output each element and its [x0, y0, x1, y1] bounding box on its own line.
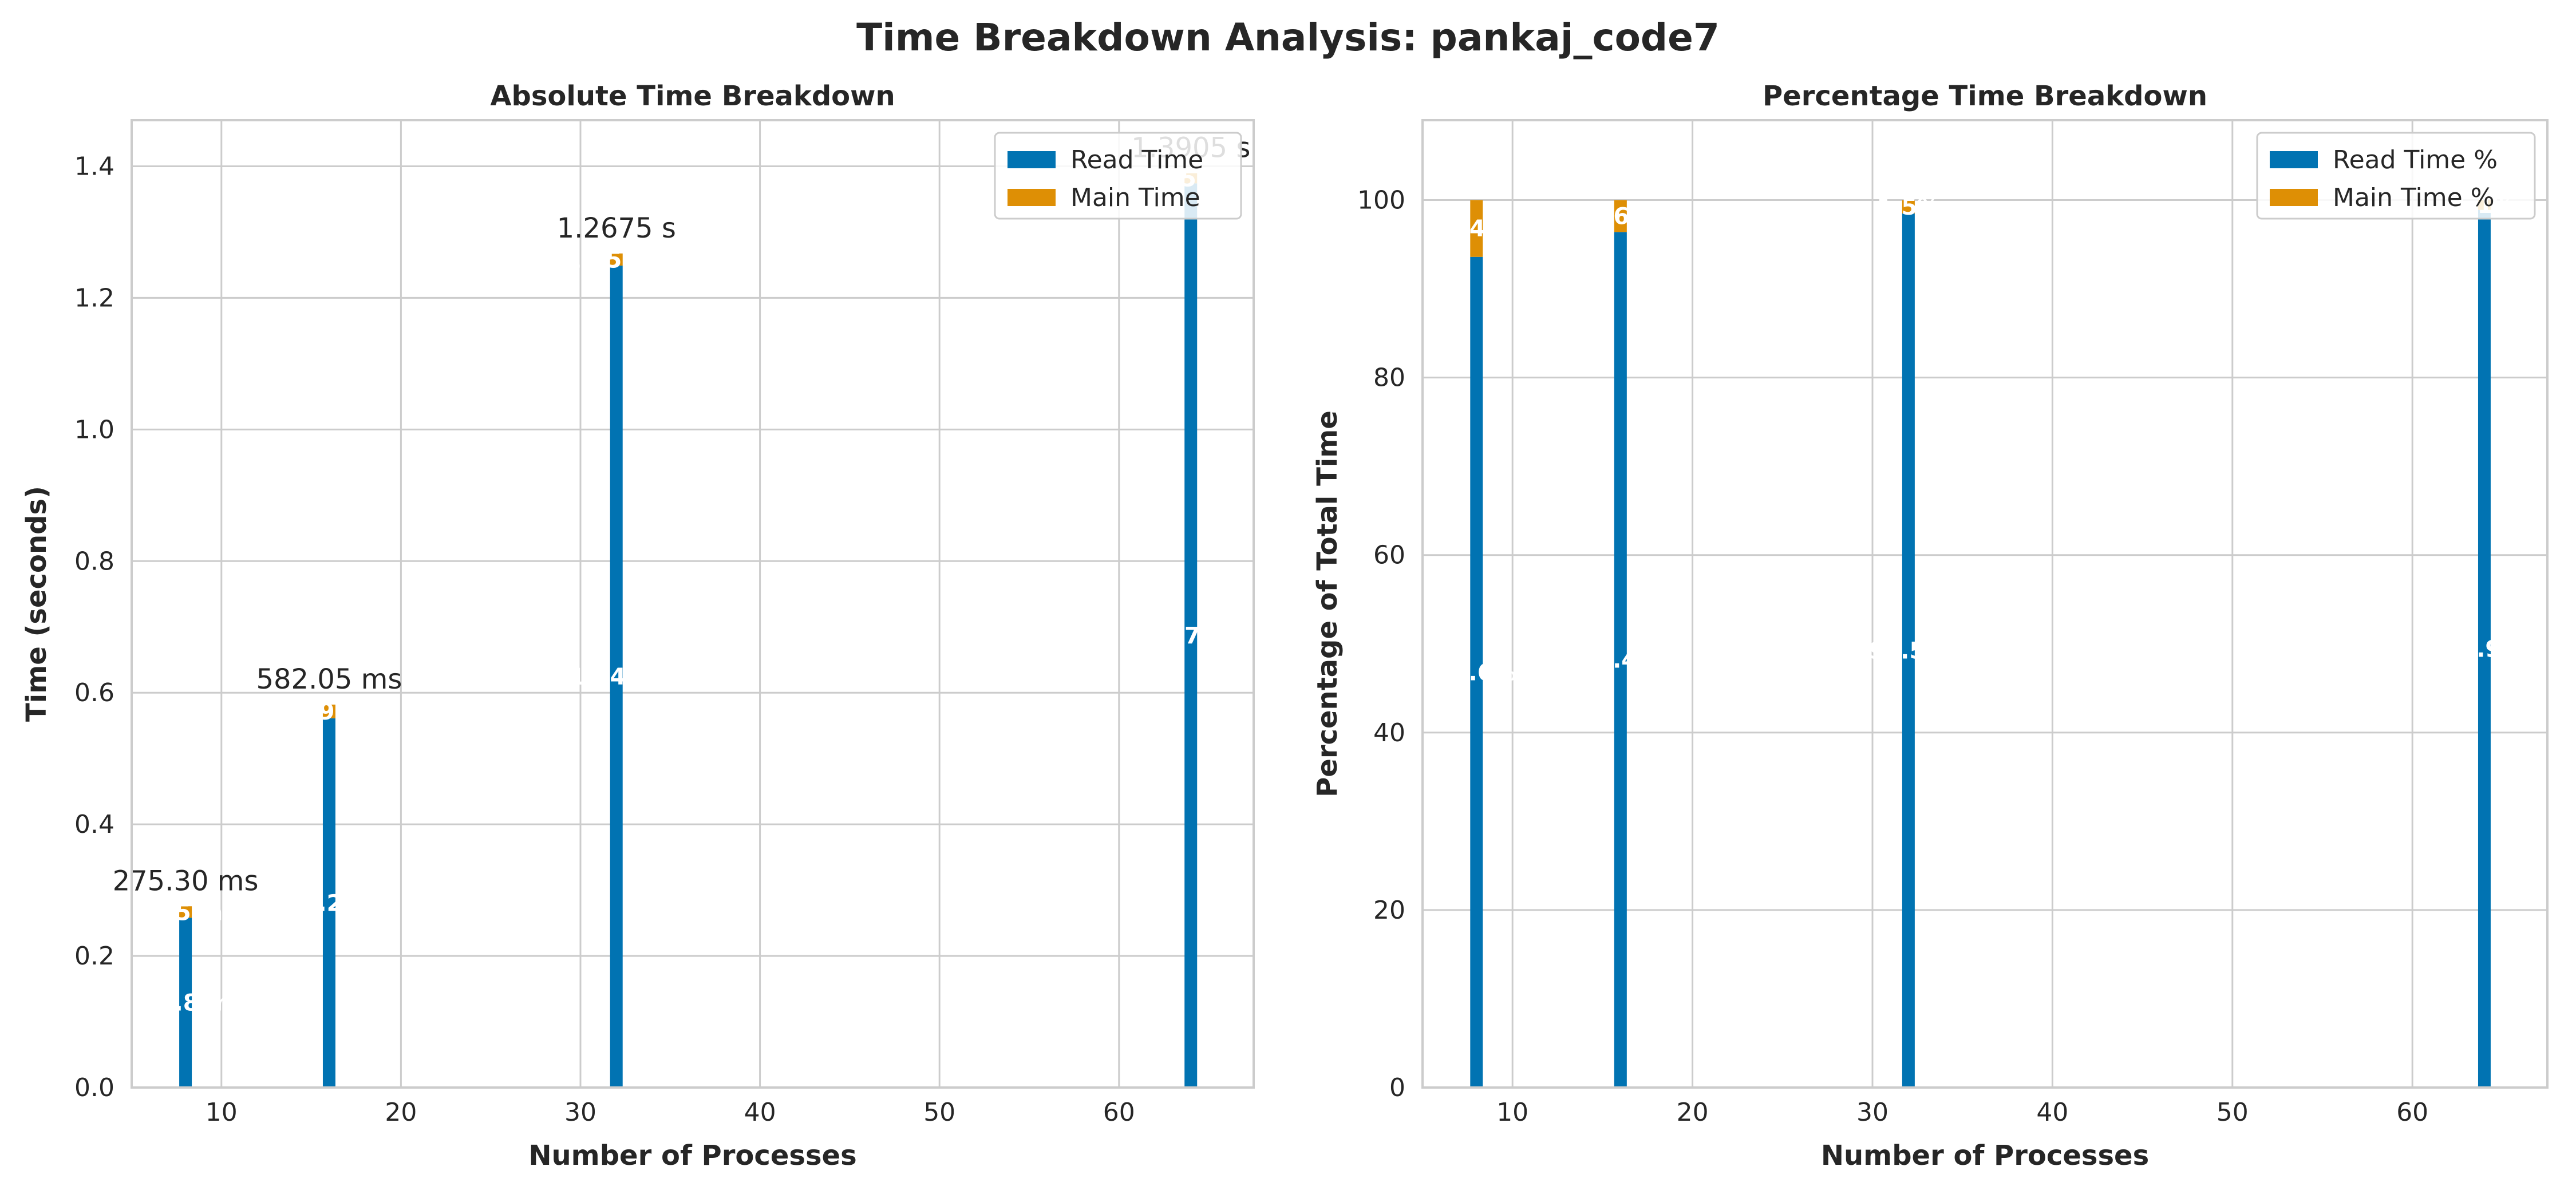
main-time-value-label: 18.5 ms	[566, 247, 667, 273]
read-time-value-label: 1.374 s	[1144, 623, 1238, 649]
y-tick-label: 0.0	[74, 1073, 114, 1102]
x-tick-label: 50	[923, 1098, 955, 1127]
read-time-bar	[322, 718, 335, 1088]
y-tick-label: 1.4	[74, 152, 114, 181]
legend-swatch	[2270, 151, 2318, 168]
y-tick-label: 1.0	[74, 415, 114, 444]
legend	[2256, 132, 2536, 220]
read-time-value-label: 1.249 s	[570, 664, 663, 690]
y-tick-label: 0.6	[74, 678, 114, 707]
x-tick-label: 20	[1677, 1098, 1709, 1127]
read-time-bar	[1614, 232, 1627, 1088]
main-time-value-label: 3.6%	[1589, 203, 1652, 230]
plot-frame	[131, 119, 1255, 1089]
main-time-value-label: 17.5 ms	[135, 899, 236, 926]
main-time-value-label: 1.5%	[1876, 194, 1940, 220]
x-tick-label: 30	[1856, 1098, 1888, 1127]
legend-swatch	[1008, 189, 1056, 206]
y-tick-label: 0.2	[74, 942, 114, 971]
y-tick-label: 0.8	[74, 547, 114, 576]
read-time-value-label: 96.4%	[1581, 647, 1660, 674]
absolute-time-panel: 10 20 30 40 50 60 0.0 0.2 0.4 0.6 0.8 1.0 1.2 1.4 257.…	[21, 80, 1255, 1172]
percentage-time-panel: 10 20 30 40 50 60 0 20 40 60 80 100 93.6% 6.4% 96.4% 3.…	[1311, 80, 2549, 1172]
read-time-bar	[1470, 256, 1483, 1088]
x-tick-label: 10	[206, 1098, 238, 1127]
main-time-bar	[179, 906, 192, 918]
y-tick-label: 0	[1389, 1073, 1405, 1102]
y-tick-label: 40	[1373, 718, 1405, 748]
main-time-bar	[1614, 200, 1627, 232]
read-time-bar	[610, 266, 623, 1088]
x-tick-label: 40	[2036, 1098, 2068, 1127]
x-tick-label: 50	[2217, 1098, 2249, 1127]
main-time-bar	[610, 253, 623, 266]
x-axis-label: Number of Processes	[1821, 1140, 2149, 1172]
read-time-value-label: 257.8 ms	[127, 990, 244, 1017]
main-time-value-label: 20.9 ms	[278, 699, 380, 725]
x-axis-label: Number of Processes	[528, 1140, 856, 1172]
legend-label: Main Time %	[2333, 183, 2495, 212]
read-time-bar	[1184, 183, 1198, 1088]
y-axis-label: Percentage of Total Time	[1311, 410, 1344, 797]
panel-title: Absolute Time Breakdown	[490, 80, 895, 112]
read-time-bar	[179, 918, 192, 1088]
figure-title: Time Breakdown Analysis: pankaj_code7	[856, 15, 1720, 60]
x-tick-label: 10	[1496, 1098, 1528, 1127]
x-tick-label: 40	[744, 1098, 776, 1127]
legend-swatch	[1008, 151, 1056, 168]
main-time-value-label: 6.4%	[1445, 216, 1508, 242]
total-time-label: 582.05 ms	[256, 663, 402, 695]
legend-label: Read Time	[1070, 145, 1203, 175]
panel-title: Percentage Time Breakdown	[1763, 80, 2207, 112]
legend	[994, 132, 1242, 220]
read-time-value-label: 93.6%	[1437, 659, 1516, 686]
legend-swatch	[2270, 189, 2318, 206]
read-time-bar	[2478, 209, 2491, 1088]
total-time-label: 275.30 ms	[113, 865, 259, 897]
legend-label: Main Time	[1070, 183, 1200, 212]
main-time-bar	[1470, 200, 1483, 257]
read-time-value-label: 98.5%	[1868, 638, 1948, 664]
read-time-value-label: 98.9%	[2445, 636, 2524, 662]
main-time-bar	[322, 705, 335, 719]
y-tick-label: 60	[1373, 541, 1405, 570]
main-time-bar	[1902, 200, 1915, 213]
y-tick-label: 20	[1373, 896, 1405, 925]
x-tick-label: 30	[564, 1098, 596, 1127]
x-tick-label: 60	[1103, 1098, 1135, 1127]
total-time-label: 1.2675 s	[557, 212, 676, 244]
x-tick-label: 20	[385, 1098, 417, 1127]
y-tick-label: 1.2	[74, 283, 114, 313]
y-tick-label: 80	[1373, 363, 1405, 393]
read-time-value-label: 561.2 ms	[270, 891, 388, 917]
legend-label: Read Time %	[2333, 145, 2498, 175]
plot-frame	[1421, 119, 2549, 1089]
read-time-bar	[1902, 213, 1915, 1088]
y-axis-label: Time (seconds)	[21, 486, 53, 722]
y-tick-label: 100	[1357, 186, 1405, 215]
x-tick-label: 60	[2396, 1098, 2428, 1127]
y-tick-label: 0.4	[74, 810, 114, 839]
